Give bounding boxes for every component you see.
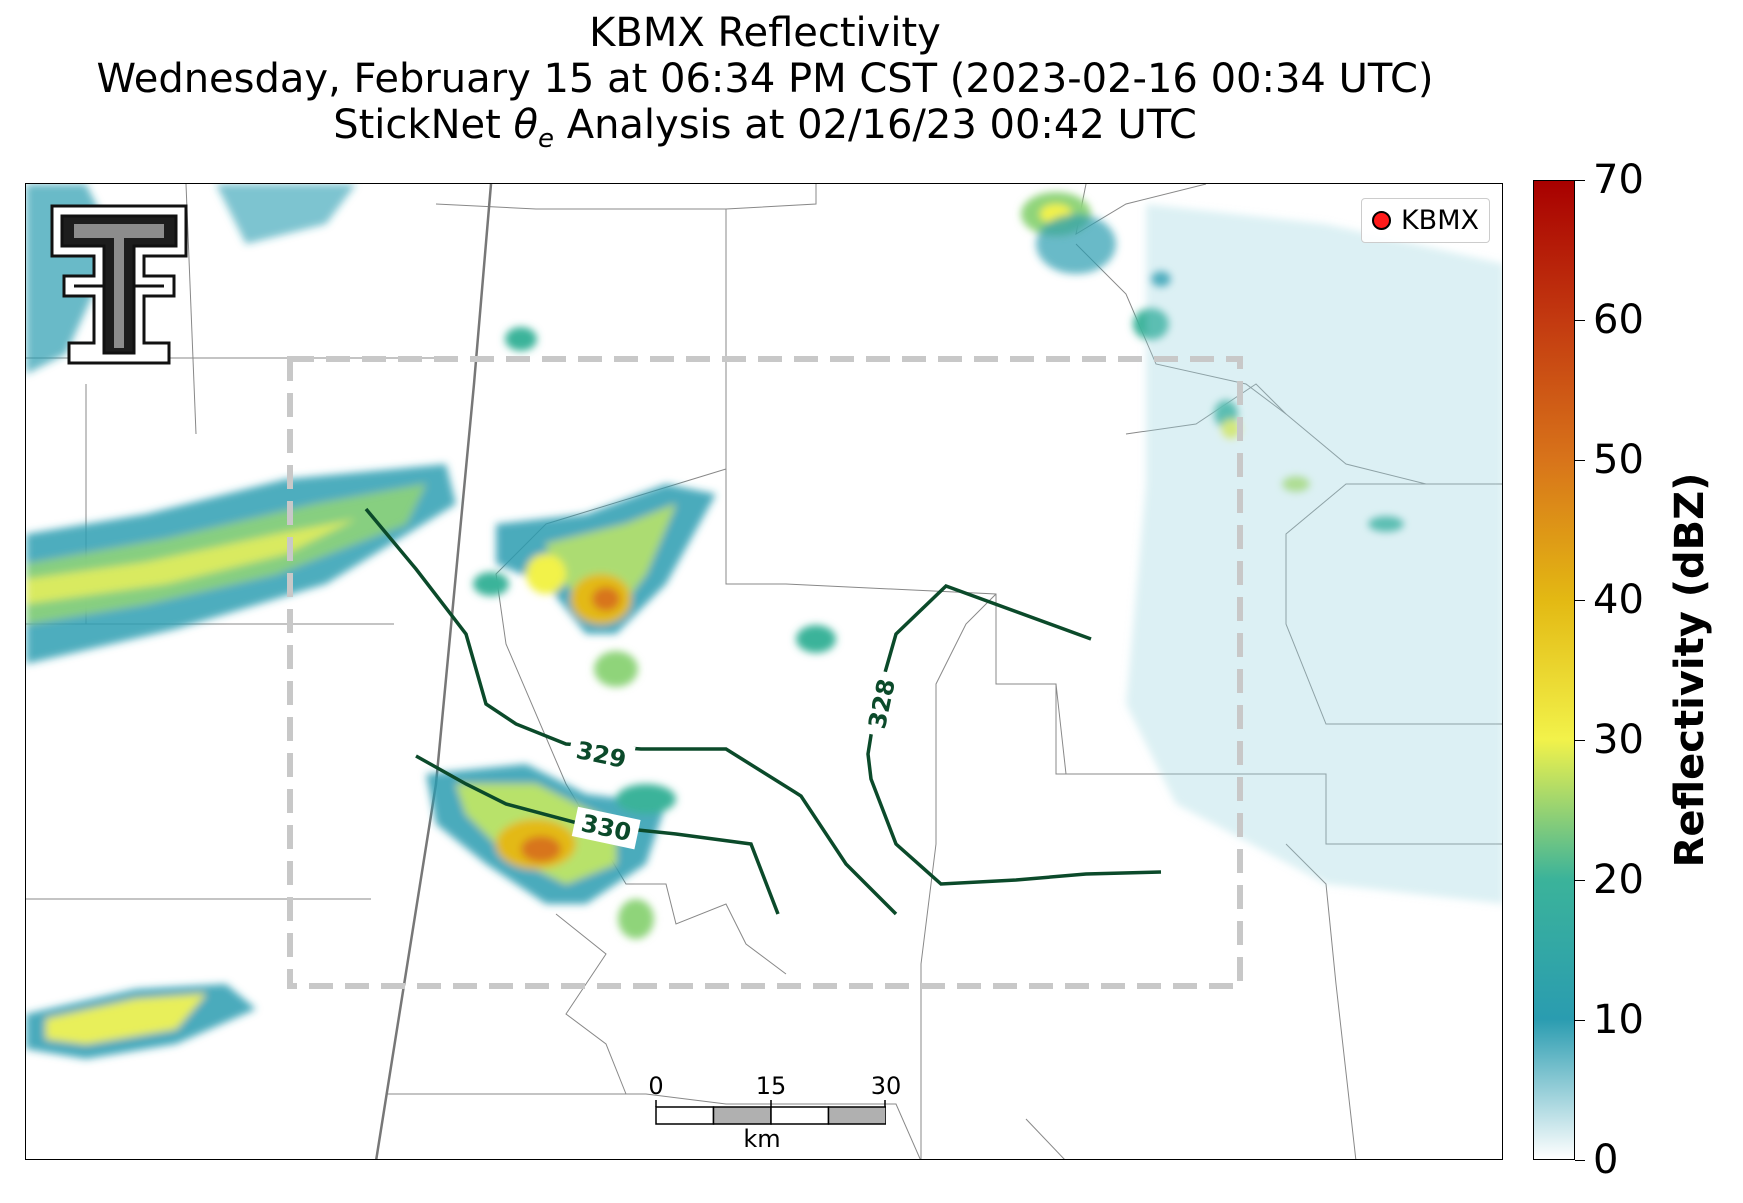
- map-title: KBMX Reflectivity Wednesday, February 15…: [0, 10, 1530, 162]
- reflectivity-colorbar: [1533, 180, 1575, 1160]
- scale-bar: 0 15 30 km: [646, 1072, 901, 1153]
- scale-tick-15: 15: [755, 1072, 787, 1100]
- scale-tick-30: 30: [870, 1072, 902, 1100]
- contour-label-329: 329: [574, 736, 629, 774]
- radar-site-marker-icon: [1371, 211, 1391, 230]
- colorbar-label: Reflectivity (dBZ): [1667, 472, 1713, 868]
- colorbar-tick-mark: [1575, 1160, 1585, 1161]
- colorbar-tick-mark: [1575, 460, 1585, 461]
- colorbar-tick-label: 60: [1593, 297, 1644, 343]
- title-product: KBMX Reflectivity: [589, 10, 941, 56]
- legend-label: KBMX: [1400, 205, 1479, 236]
- colorbar-tick-label: 20: [1593, 857, 1644, 903]
- scale-tick-0: 0: [648, 1072, 664, 1100]
- scale-unit: km: [743, 1125, 781, 1153]
- radar-map[interactable]: 329 330 328 KBMX 0 15 30: [25, 183, 1503, 1160]
- colorbar-tick-label: 50: [1593, 437, 1644, 483]
- contour-labels: 329 330 328: [566, 669, 904, 850]
- state-boundary: [375, 184, 493, 1159]
- title-analysis: StickNet θe Analysis at 02/16/23 00:42 U…: [333, 102, 1197, 154]
- colorbar-tick-label: 40: [1593, 577, 1644, 623]
- map-canvas: 329 330 328: [26, 184, 1502, 1159]
- colorbar-tick-mark: [1575, 880, 1585, 881]
- colorbar-tick-label: 30: [1593, 717, 1644, 763]
- colorbar-tick-mark: [1575, 180, 1585, 181]
- map-legend: KBMX: [1360, 198, 1490, 243]
- colorbar-tick-label: 0: [1593, 1137, 1619, 1183]
- colorbar-tick-label: 10: [1593, 997, 1644, 1043]
- contour-label-328: 328: [863, 676, 901, 731]
- contour-329-line: [364, 507, 898, 916]
- colorbar-tick-label: 70: [1593, 157, 1644, 203]
- colorbar-tick-mark: [1575, 320, 1585, 321]
- colorbar-tick-mark: [1575, 740, 1585, 741]
- double-t-logo-icon: [50, 204, 188, 365]
- analysis-domain-box: [287, 356, 1243, 989]
- reflectivity-echoes: [26, 184, 1502, 1059]
- colorbar-tick-mark: [1575, 600, 1585, 601]
- colorbar-tick-mark: [1575, 1020, 1585, 1021]
- contour-328-line: [866, 583, 1162, 886]
- title-valid-time: Wednesday, February 15 at 06:34 PM CST (…: [96, 56, 1434, 102]
- scale-bar-graphic: [655, 1100, 886, 1125]
- colorbar-ticks: 0 10 20 30 40 50 60 70: [1575, 157, 1655, 1183]
